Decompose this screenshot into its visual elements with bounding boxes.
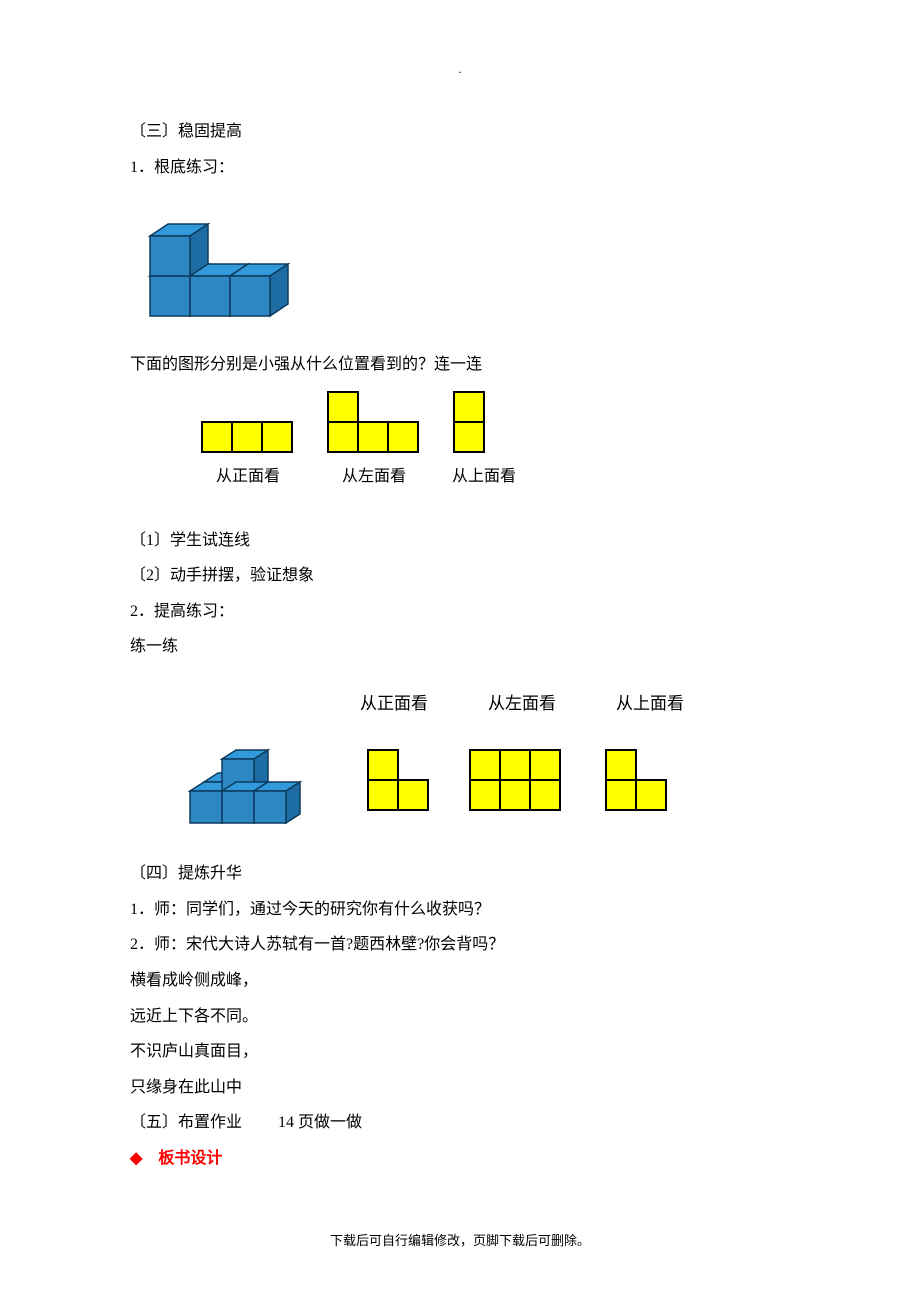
- view-left-shape-L: [326, 390, 422, 454]
- page-footer: 下载后可自行编辑修改，页脚下载后可删除。: [130, 1231, 790, 1252]
- poem-line-3: 不识庐山真面目，: [130, 1039, 790, 1065]
- cube-figure-1: [130, 196, 790, 336]
- ex2-front-view: [366, 748, 432, 814]
- question-1-text: 下面的图形分别是小强从什么位置看到的？连一连: [130, 352, 790, 378]
- ex2-left-view: [468, 748, 568, 814]
- view-front-label: 从正面看: [200, 464, 296, 490]
- views-row-1: 从正面看 从左面看 从上面看: [200, 390, 790, 490]
- section-3-item-1: 1．根底练习：: [130, 155, 790, 181]
- view-left-label: 从左面看: [326, 464, 422, 490]
- diamond-icon: ◆: [130, 1150, 142, 1167]
- exercise-2-headers: 从正面看 从左面看 从上面看: [360, 690, 790, 717]
- section-4-line-2: 2．师：宋代大诗人苏轼有一首?题西林壁?你会背吗？: [130, 932, 790, 958]
- view-top-label: 从上面看: [452, 464, 516, 490]
- board-design-line: ◆ 板书设计: [130, 1146, 790, 1172]
- section-4-line-1: 1．师：同学们，通过今天的研究你有什么收获吗？: [130, 897, 790, 923]
- ex2-left-label: 从左面看: [488, 690, 556, 717]
- view-top-shape-2x1: [452, 390, 516, 454]
- view-front-shape-1x3: [200, 390, 296, 454]
- poem-line-4: 只缘身在此山中: [130, 1075, 790, 1101]
- section-4-heading: 〔四〕提炼升华: [130, 861, 790, 887]
- ex2-front-label: 从正面看: [360, 690, 428, 717]
- poem-line-2: 远近上下各不同。: [130, 1004, 790, 1030]
- section-3-sub-1: 〔1〕学生试连线: [130, 528, 790, 554]
- view-top-col: 从上面看: [452, 390, 516, 490]
- view-left-col: 从左面看: [326, 390, 422, 490]
- ex2-top-view: [604, 748, 704, 814]
- poem-line-1: 横看成岭侧成峰，: [130, 968, 790, 994]
- cube-figure-2: [180, 731, 330, 831]
- document-page: . 〔三〕稳固提高 1．根底练习： 下面的图形分别是小强从什么位置看到的？连一连…: [0, 0, 920, 1292]
- view-front-col: 从正面看: [200, 390, 296, 490]
- section-3-item-2: 2．提高练习：: [130, 599, 790, 625]
- section-3-item-2b: 练一练: [130, 634, 790, 660]
- section-3-sub-2: 〔2〕动手拼摆，验证想象: [130, 563, 790, 589]
- top-dot: .: [130, 60, 790, 79]
- ex2-top-label: 从上面看: [616, 690, 684, 717]
- section-3-heading: 〔三〕稳固提高: [130, 119, 790, 145]
- exercise-2-row: [180, 731, 790, 831]
- section-5-heading: 〔五〕布置作业 14 页做一做: [130, 1110, 790, 1136]
- board-design-label: 板书设计: [158, 1150, 222, 1167]
